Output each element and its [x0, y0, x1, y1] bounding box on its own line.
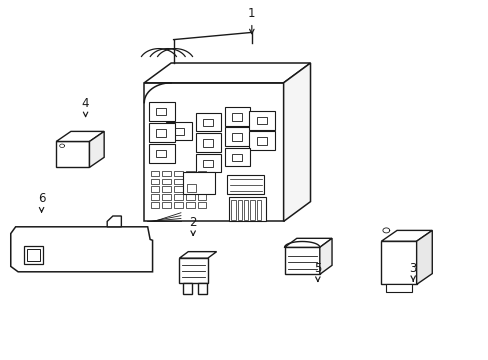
- Bar: [203, 139, 212, 147]
- Bar: [24, 246, 43, 264]
- Bar: [227, 175, 264, 194]
- Bar: [150, 179, 159, 184]
- Polygon shape: [284, 238, 331, 247]
- Bar: [232, 154, 242, 161]
- Bar: [174, 179, 183, 184]
- Bar: [173, 128, 183, 135]
- Polygon shape: [381, 230, 431, 241]
- Bar: [381, 241, 416, 284]
- Bar: [232, 133, 242, 140]
- Polygon shape: [179, 252, 216, 258]
- Bar: [195, 133, 221, 152]
- Polygon shape: [198, 283, 206, 294]
- Bar: [256, 200, 261, 220]
- Bar: [27, 249, 40, 261]
- Polygon shape: [144, 63, 310, 83]
- Bar: [249, 131, 274, 150]
- Bar: [256, 138, 266, 145]
- Bar: [203, 119, 212, 126]
- Polygon shape: [283, 63, 310, 221]
- Bar: [203, 160, 212, 167]
- Bar: [166, 122, 191, 140]
- Bar: [150, 171, 159, 176]
- Text: 5: 5: [313, 262, 321, 275]
- Bar: [197, 186, 206, 192]
- Polygon shape: [107, 216, 121, 227]
- Polygon shape: [386, 284, 411, 292]
- Bar: [237, 200, 242, 220]
- Bar: [162, 179, 171, 184]
- Bar: [186, 184, 195, 192]
- Bar: [195, 113, 221, 131]
- Polygon shape: [89, 131, 104, 167]
- Bar: [156, 150, 166, 157]
- Bar: [244, 200, 248, 220]
- Bar: [185, 202, 194, 208]
- Bar: [224, 107, 250, 126]
- Polygon shape: [11, 227, 152, 272]
- Bar: [150, 186, 159, 192]
- Bar: [174, 202, 183, 208]
- Bar: [174, 171, 183, 176]
- Text: 2: 2: [189, 216, 197, 229]
- Text: 1: 1: [247, 7, 255, 20]
- Polygon shape: [144, 83, 283, 221]
- Bar: [149, 144, 174, 163]
- Bar: [195, 154, 221, 172]
- Polygon shape: [183, 283, 192, 294]
- Bar: [197, 179, 206, 184]
- Bar: [185, 186, 194, 192]
- Polygon shape: [319, 238, 331, 274]
- Bar: [179, 258, 207, 283]
- Polygon shape: [416, 230, 431, 284]
- Bar: [185, 171, 194, 176]
- Bar: [197, 171, 206, 176]
- Text: 4: 4: [81, 97, 89, 110]
- Bar: [56, 141, 89, 167]
- Text: 6: 6: [38, 192, 45, 205]
- Bar: [224, 127, 250, 146]
- Bar: [174, 186, 183, 192]
- Bar: [224, 148, 250, 166]
- Bar: [162, 186, 171, 192]
- Bar: [150, 202, 159, 208]
- Bar: [162, 194, 171, 200]
- Bar: [150, 194, 159, 200]
- Bar: [162, 171, 171, 176]
- Bar: [197, 202, 206, 208]
- Bar: [228, 197, 265, 221]
- Bar: [284, 247, 319, 274]
- Bar: [156, 108, 166, 115]
- Text: 3: 3: [408, 262, 416, 275]
- Bar: [232, 113, 242, 121]
- Bar: [149, 123, 174, 142]
- Bar: [231, 200, 235, 220]
- Bar: [162, 202, 171, 208]
- Bar: [156, 130, 166, 137]
- Bar: [149, 102, 174, 121]
- Polygon shape: [56, 131, 104, 141]
- Bar: [174, 194, 183, 200]
- Bar: [185, 194, 194, 200]
- Bar: [197, 194, 206, 200]
- Bar: [256, 117, 266, 124]
- Bar: [249, 111, 274, 130]
- Bar: [183, 172, 215, 194]
- Bar: [185, 179, 194, 184]
- Bar: [250, 200, 254, 220]
